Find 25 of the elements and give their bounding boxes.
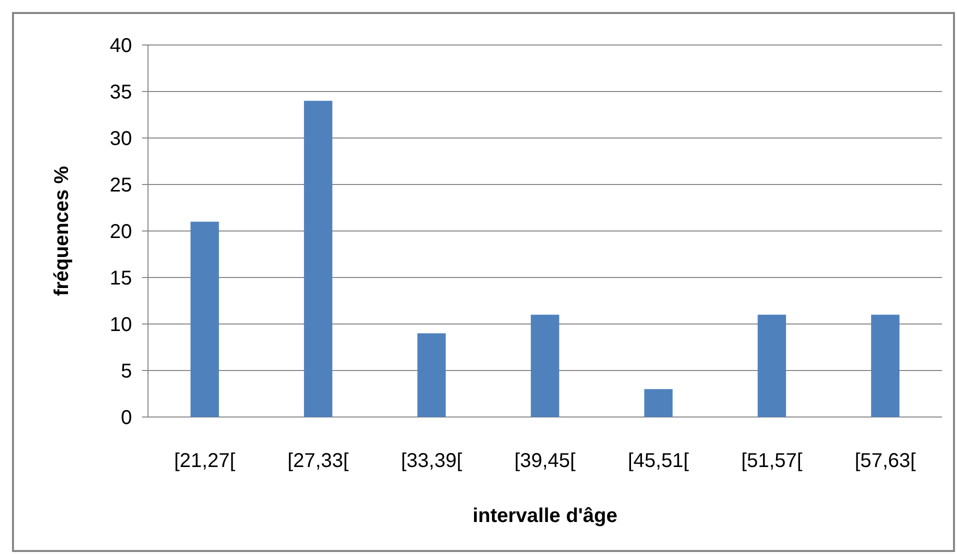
y-tick-label: 25 <box>110 174 132 196</box>
y-tick-label: 15 <box>110 268 132 290</box>
y-tick-label: 20 <box>110 221 132 243</box>
y-tick-label: 5 <box>120 360 132 382</box>
bar <box>530 314 560 417</box>
bar <box>417 333 446 417</box>
x-tick-label: [27,33[ <box>288 450 350 472</box>
y-tick-label: 40 <box>110 35 132 57</box>
x-tick-label: [21,27[ <box>174 450 236 472</box>
bar <box>758 314 786 417</box>
y-tick-label: 35 <box>110 82 132 104</box>
x-tick-label: [33,39[ <box>400 450 463 472</box>
bar <box>304 100 332 417</box>
y-axis-title: fréquences % <box>51 166 73 296</box>
x-axis-title: intervalle d'âge <box>472 505 618 527</box>
bar <box>871 314 900 417</box>
x-tick-label: [39,45[ <box>514 450 576 472</box>
y-tick-label: 30 <box>110 128 132 150</box>
x-tick-label: [57,63[ <box>854 450 916 472</box>
x-tick-label: [51,57[ <box>741 450 803 472</box>
bar <box>190 222 219 417</box>
bar <box>644 389 673 417</box>
y-tick-label: 0 <box>120 407 132 429</box>
y-tick-label: 10 <box>110 314 132 336</box>
x-tick-label: [45,51[ <box>628 450 690 472</box>
